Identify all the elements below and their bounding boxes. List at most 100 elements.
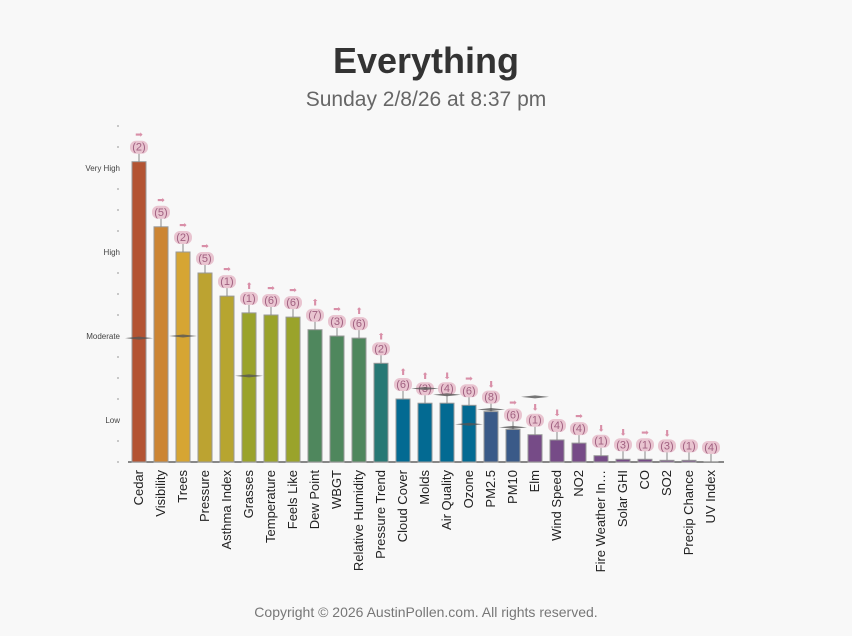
average-marker (125, 336, 153, 340)
badge-bg (438, 382, 456, 396)
x-tick-label: Precip Chance (681, 470, 696, 555)
bar-ozone (461, 404, 477, 463)
trend-down-arrow-icon: ⬇ (443, 372, 451, 382)
trend-up-arrow-icon: ⬆ (245, 282, 253, 292)
x-tick-label: CO (637, 470, 652, 490)
trend-right-arrow-icon: ➡ (135, 131, 143, 141)
trend-right-arrow-icon: ➡ (179, 221, 187, 231)
badge-bg (614, 438, 632, 452)
badge-bg (548, 418, 566, 432)
x-tick-label: Pressure Trend (373, 470, 388, 559)
x-tick-label: Cedar (131, 469, 146, 505)
count-badge: (2) (176, 232, 189, 244)
bar-temperature (263, 314, 279, 463)
bar-elm (527, 434, 543, 463)
x-tick-label: Temperature (263, 470, 278, 543)
trend-down-arrow-icon: ⬇ (663, 429, 671, 439)
bar-co (637, 458, 653, 463)
trend-up-arrow-icon: ⬆ (355, 307, 363, 317)
bar-solar-ghi (615, 458, 631, 463)
bar-grasses (241, 312, 257, 463)
count-badge: (4) (550, 420, 563, 432)
x-tick-label: Dew Point (307, 470, 322, 530)
x-tick-label: PM2.5 (483, 470, 498, 508)
average-marker (433, 393, 461, 397)
count-badge: (6) (396, 379, 409, 391)
x-tick-label: Elm (527, 470, 542, 492)
trend-right-arrow-icon: ➡ (201, 242, 209, 252)
x-tick-label: Air Quality (439, 470, 454, 530)
trend-down-arrow-icon: ⬇ (597, 425, 605, 435)
bar-cedar (131, 161, 147, 463)
count-badge: (2) (374, 343, 387, 355)
count-badge: (3) (330, 316, 343, 328)
trend-right-arrow-icon: ➡ (223, 265, 231, 275)
x-tick-label: UV Index (703, 470, 718, 524)
badge-bg (240, 291, 258, 305)
average-marker (521, 395, 549, 399)
x-tick-label: Ozone (461, 470, 476, 508)
average-marker (477, 408, 505, 411)
trend-down-arrow-icon: ⬇ (553, 409, 561, 419)
average-marker (411, 387, 439, 390)
count-badge: (3) (616, 439, 629, 451)
bar-precip-chance (681, 459, 697, 463)
count-badge: (1) (594, 436, 607, 448)
count-badge: (1) (220, 276, 233, 288)
badge-bg (218, 275, 236, 289)
x-tick-label: Wind Speed (549, 470, 564, 541)
trend-right-arrow-icon: ➡ (465, 374, 473, 384)
x-tick-label: Relative Humidity (351, 470, 366, 572)
trend-down-arrow-icon: ⬇ (487, 381, 495, 391)
bar-so2 (659, 459, 675, 463)
count-badge: (8) (484, 392, 497, 404)
copyright-footer: Copyright © 2026 AustinPollen.com. All r… (254, 604, 598, 620)
average-marker (499, 425, 527, 429)
x-tick-label: Visibility (153, 470, 168, 517)
bar-uv-index (703, 461, 719, 463)
bar-cloud-cover (395, 398, 411, 463)
trend-right-arrow-icon: ➡ (641, 428, 649, 438)
chart-title: Everything (332, 40, 520, 81)
trend-right-arrow-icon: ➡ (157, 196, 165, 206)
badge-bg (284, 296, 302, 310)
bar-asthma-index (219, 295, 235, 463)
bar-feels-like (285, 316, 301, 463)
count-badge: (4) (440, 383, 453, 395)
count-badge: (4) (704, 442, 717, 454)
count-badge: (5) (198, 253, 211, 265)
badge-bg (152, 205, 170, 219)
trend-up-arrow-icon: ⬆ (377, 332, 385, 342)
bar-no2 (571, 442, 587, 463)
trend-down-arrow-icon: ⬇ (619, 428, 627, 438)
badge-bg (372, 342, 390, 356)
trend-up-arrow-icon: ⬆ (311, 299, 319, 309)
badge-bg (592, 434, 610, 448)
y-level-label: Moderate (86, 332, 120, 341)
x-tick-label: SO2 (659, 470, 674, 496)
chart-subtitle: Sunday 2/8/26 at 8:37 pm (305, 88, 547, 111)
bar-wbgt (329, 335, 345, 463)
bar-pressure (197, 272, 213, 463)
trend-right-arrow-icon: ➡ (333, 305, 341, 315)
count-badge: (7) (308, 310, 321, 322)
badge-bg (482, 390, 500, 404)
bar-trees (175, 251, 191, 463)
badge-bg (350, 317, 368, 331)
badge-bg (196, 252, 214, 265)
x-tick-label: Feels Like (285, 470, 300, 529)
badge-bg (394, 378, 412, 391)
badge-bg (460, 384, 478, 398)
trend-down-arrow-icon: ⬇ (531, 404, 539, 414)
badge-bg (658, 439, 676, 453)
count-badge: (6) (352, 318, 365, 330)
badge-bg (702, 441, 720, 454)
bar-wind-speed (549, 439, 565, 463)
count-badge: (2) (132, 142, 145, 154)
trend-right-arrow-icon: ➡ (289, 286, 297, 296)
x-tick-label: Pressure (197, 470, 212, 522)
trend-right-arrow-icon: ➡ (267, 284, 275, 294)
bar-pressure-trend (373, 362, 389, 463)
count-badge: (6) (506, 409, 519, 421)
